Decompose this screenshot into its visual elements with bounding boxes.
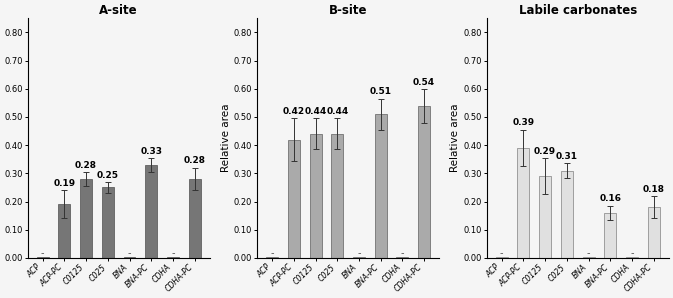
Text: 0.28: 0.28 <box>75 161 97 170</box>
Y-axis label: Relative area: Relative area <box>450 104 460 172</box>
Text: 0.28: 0.28 <box>184 156 206 165</box>
Bar <box>418 106 430 258</box>
Bar <box>583 257 594 258</box>
Text: 0.42: 0.42 <box>283 107 305 116</box>
Title: Labile carbonates: Labile carbonates <box>519 4 637 17</box>
Bar <box>310 134 322 258</box>
Bar <box>167 257 179 258</box>
Text: 0.33: 0.33 <box>140 147 162 156</box>
Text: 0.31: 0.31 <box>556 152 578 161</box>
Bar <box>647 207 660 258</box>
Bar <box>518 148 530 258</box>
Text: 0.39: 0.39 <box>512 118 534 127</box>
Bar <box>80 179 92 258</box>
Text: 0.29: 0.29 <box>534 147 556 156</box>
Bar <box>145 165 157 258</box>
Text: -: - <box>271 248 274 258</box>
Bar <box>496 257 507 258</box>
Y-axis label: Relative area: Relative area <box>221 104 231 172</box>
Text: 0.18: 0.18 <box>643 184 665 194</box>
Text: -: - <box>41 248 44 258</box>
Title: A-site: A-site <box>100 4 138 17</box>
Text: 0.44: 0.44 <box>326 107 349 116</box>
Text: 0.16: 0.16 <box>599 195 621 204</box>
Bar <box>604 213 616 258</box>
Text: 0.51: 0.51 <box>369 87 392 96</box>
Text: -: - <box>630 248 634 258</box>
Text: -: - <box>587 248 590 258</box>
Bar <box>59 204 71 258</box>
Bar <box>626 257 638 258</box>
Text: 0.44: 0.44 <box>304 107 327 116</box>
Text: -: - <box>400 248 404 258</box>
Bar <box>561 170 573 258</box>
Bar <box>331 134 343 258</box>
Bar <box>37 257 48 258</box>
Text: -: - <box>171 248 175 258</box>
Text: 0.54: 0.54 <box>413 77 435 86</box>
Text: -: - <box>500 248 503 258</box>
Text: -: - <box>128 248 131 258</box>
Text: 0.19: 0.19 <box>53 179 75 188</box>
Bar <box>353 257 365 258</box>
Bar <box>539 176 551 258</box>
Text: -: - <box>357 248 361 258</box>
Bar <box>396 257 409 258</box>
Text: 0.25: 0.25 <box>97 170 119 179</box>
Bar <box>102 187 114 258</box>
Bar <box>124 257 135 258</box>
Bar <box>375 114 387 258</box>
Title: B-site: B-site <box>329 4 367 17</box>
Bar <box>188 179 201 258</box>
Bar <box>267 257 278 258</box>
Bar <box>288 139 300 258</box>
